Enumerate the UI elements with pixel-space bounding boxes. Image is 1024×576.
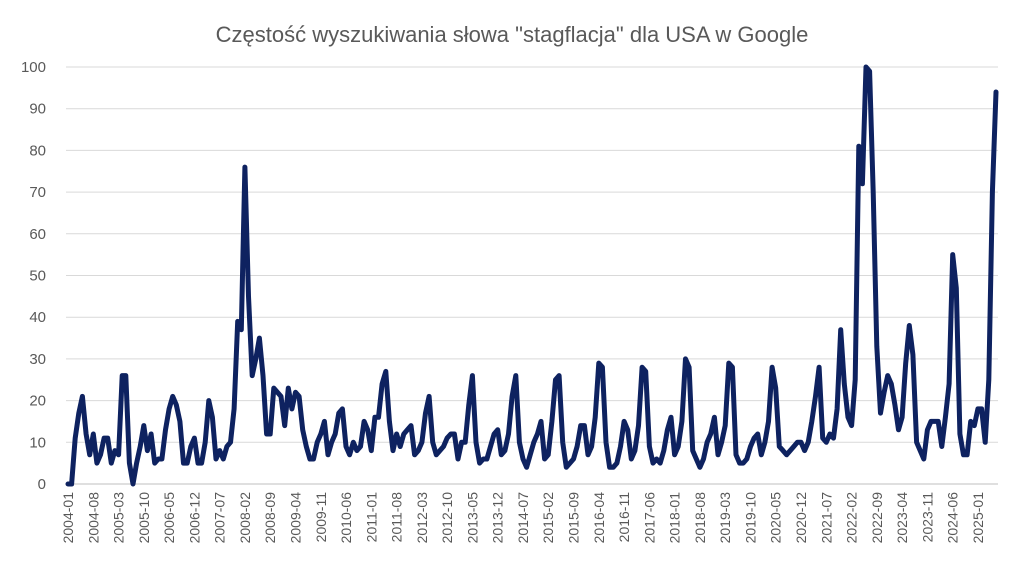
x-tick-label: 2020-05 bbox=[768, 492, 784, 544]
x-tick-label: 2017-06 bbox=[641, 492, 657, 544]
x-tick-label: 2005-10 bbox=[136, 492, 152, 544]
x-tick-label: 2022-09 bbox=[869, 492, 885, 544]
y-tick-label: 60 bbox=[29, 226, 46, 243]
x-tick-label: 2019-10 bbox=[743, 492, 759, 544]
x-tick-label: 2014-07 bbox=[515, 492, 531, 544]
chart-title: Częstość wyszukiwania słowa "stagflacja"… bbox=[216, 22, 809, 47]
y-tick-label: 20 bbox=[29, 393, 46, 410]
x-tick-label: 2018-01 bbox=[667, 492, 683, 544]
x-tick-label: 2010-06 bbox=[338, 492, 354, 544]
x-tick-label: 2004-08 bbox=[85, 492, 101, 544]
x-tick-label: 2016-11 bbox=[616, 492, 632, 543]
x-tick-label: 2012-10 bbox=[439, 492, 455, 544]
y-tick-label: 50 bbox=[29, 268, 46, 285]
y-tick-label: 40 bbox=[29, 309, 46, 326]
x-tick-label: 2022-02 bbox=[844, 492, 860, 544]
x-tick-label: 2005-03 bbox=[111, 492, 127, 544]
x-tick-label: 2013-05 bbox=[464, 492, 480, 544]
x-tick-label: 2007-07 bbox=[212, 492, 228, 544]
y-tick-label: 0 bbox=[38, 476, 46, 493]
x-axis-tick-labels: 2004-01 2004-08 2005-03 2005-10 2006-05 2006-… bbox=[60, 492, 986, 544]
x-tick-label: 2016-04 bbox=[591, 492, 607, 544]
x-tick-label: 2021-07 bbox=[818, 492, 834, 544]
x-tick-label: 2008-09 bbox=[262, 492, 278, 544]
x-tick-label: 2023-11 bbox=[919, 492, 935, 543]
x-tick-label: 2011-01 bbox=[363, 492, 379, 543]
x-tick-label: 2020-12 bbox=[793, 492, 809, 544]
series-group bbox=[65, 64, 999, 487]
x-tick-label: 2012-03 bbox=[414, 492, 430, 544]
y-tick-label: 100 bbox=[21, 59, 46, 76]
y-tick-label: 70 bbox=[29, 184, 46, 201]
x-tick-label: 2018-08 bbox=[692, 492, 708, 544]
gridlines bbox=[66, 66, 998, 443]
y-tick-label: 10 bbox=[29, 434, 46, 451]
x-tick-label: 2011-08 bbox=[389, 492, 405, 543]
y-tick-label: 30 bbox=[29, 351, 46, 368]
y-tick-label: 90 bbox=[29, 101, 46, 118]
x-tick-label: 2008-02 bbox=[237, 492, 253, 544]
x-tick-label: 2025-01 bbox=[970, 492, 986, 544]
x-tick-label: 2009-04 bbox=[288, 492, 304, 544]
x-tick-label: 2004-01 bbox=[60, 492, 76, 544]
y-axis-tick-labels: 0 10 20 30 40 50 60 70 80 90 100 bbox=[21, 59, 46, 493]
series-line bbox=[65, 64, 999, 487]
x-tick-label: 2015-02 bbox=[540, 492, 556, 544]
x-tick-label: 2023-04 bbox=[894, 492, 910, 544]
x-tick-label: 2013-12 bbox=[490, 492, 506, 544]
x-tick-label: 2015-09 bbox=[566, 492, 582, 544]
x-tick-label: 2006-12 bbox=[186, 492, 202, 544]
y-tick-label: 80 bbox=[29, 142, 46, 159]
x-tick-label: 2024-06 bbox=[945, 492, 961, 544]
x-tick-label: 2009-11 bbox=[313, 492, 329, 543]
x-tick-label: 2006-05 bbox=[161, 492, 177, 544]
x-tick-label: 2019-03 bbox=[717, 492, 733, 544]
